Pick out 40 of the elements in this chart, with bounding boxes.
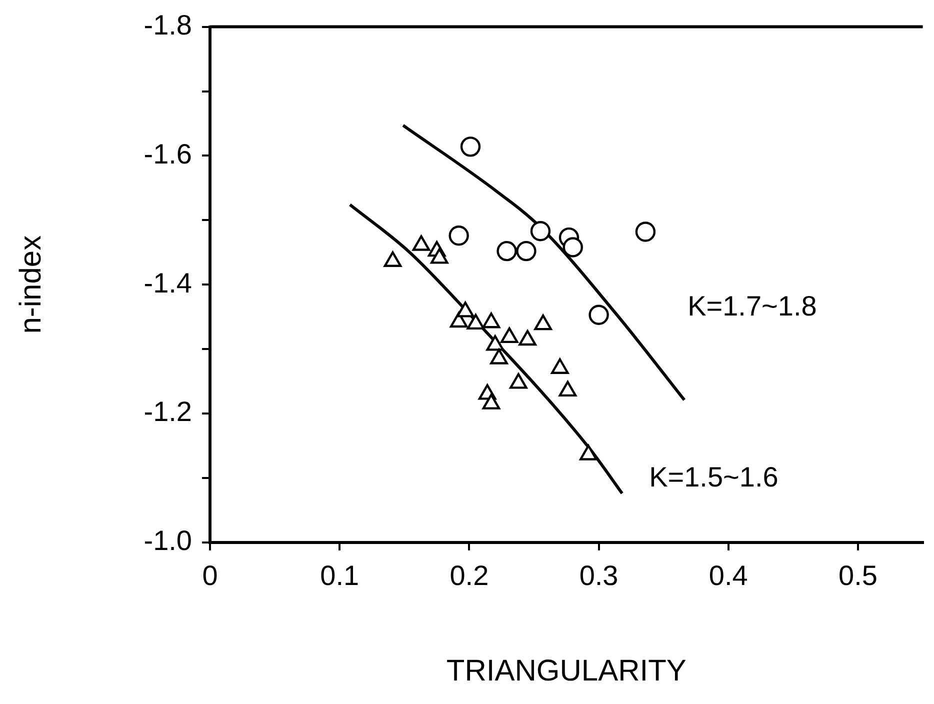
point (456, 302, 474, 318)
x-tick-label: 0.1 (320, 560, 360, 591)
point (496, 240, 517, 262)
point (412, 235, 430, 251)
y-axis-title: n-index (14, 235, 48, 334)
x-tick-label: 0.4 (708, 560, 748, 591)
point (448, 226, 469, 246)
point (430, 248, 448, 264)
point (482, 394, 500, 410)
point (516, 240, 536, 262)
line-series (402, 124, 686, 402)
point (384, 251, 402, 267)
y-tick-label: -1.2 (144, 396, 192, 428)
y-tick-label: -1.4 (144, 267, 192, 298)
x-tick-label: 0.5 (838, 560, 878, 591)
point (510, 373, 528, 389)
point (460, 136, 481, 157)
point (490, 348, 508, 364)
point (551, 358, 569, 374)
point (530, 221, 551, 242)
y-tick-label: -1.0 (144, 525, 192, 556)
point (466, 314, 485, 330)
x-tick-label: 0.2 (450, 560, 489, 591)
annotation: K=1.5~1.6 (649, 462, 778, 493)
point (558, 380, 577, 397)
x-tick-label: 0 (202, 560, 218, 591)
point (500, 327, 518, 344)
point (562, 237, 583, 258)
point (482, 312, 500, 328)
point (580, 444, 598, 460)
annotation: K=1.7~1.8 (688, 290, 817, 322)
x-axis-title: TRIANGULARITY (446, 654, 686, 688)
line-series (348, 203, 624, 495)
point (518, 330, 536, 346)
point (486, 335, 504, 351)
point (534, 314, 552, 330)
x-tick-label: 0.3 (579, 560, 618, 591)
point (635, 222, 656, 242)
y-tick-label: -1.8 (144, 10, 192, 41)
y-tick-label: -1.6 (144, 138, 192, 170)
